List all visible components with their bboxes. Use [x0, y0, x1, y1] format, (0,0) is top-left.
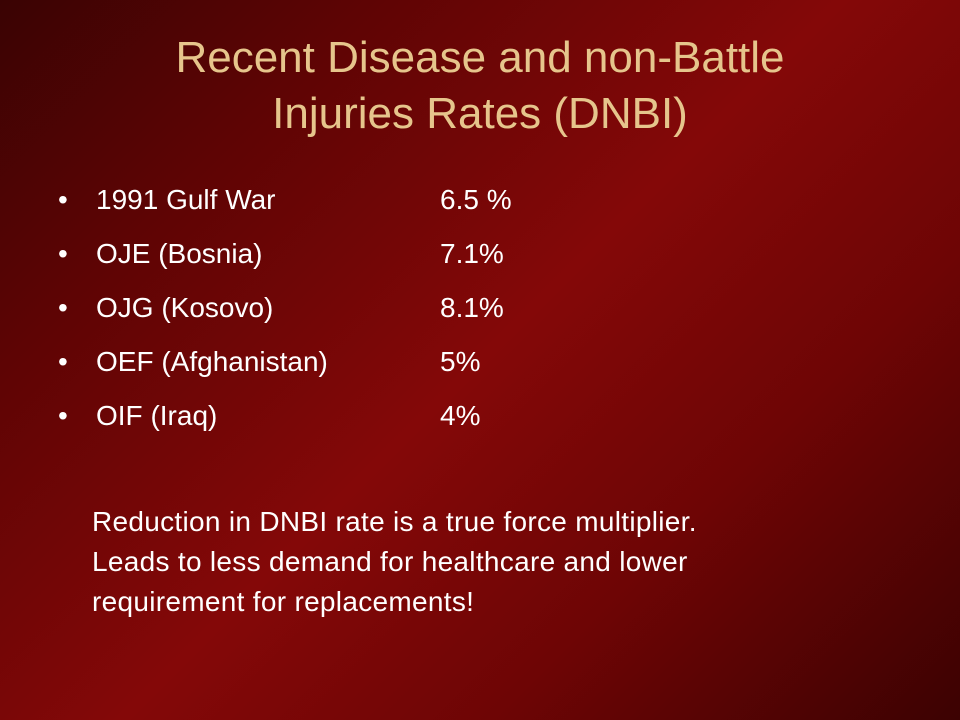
bullet-label: OEF (Afghanistan) — [96, 346, 328, 377]
bullet-list: • 1991 Gulf War 6.5 % • OJE (Bosnia) 7.1… — [58, 176, 858, 446]
bullet-dot: • — [58, 184, 68, 215]
bullet-value: 8.1% — [440, 292, 504, 323]
summary-note-line-2: Leads to less demand for healthcare and … — [92, 546, 688, 577]
bullet-value: 5% — [440, 346, 481, 377]
bullet-item: • OJE (Bosnia) 7.1% — [58, 230, 858, 284]
summary-note-line-3: requirement for replacements! — [92, 586, 475, 617]
bullet-dot: • — [58, 238, 68, 269]
summary-note-line-1: Reduction in DNBI rate is a true force m… — [92, 506, 697, 537]
bullet-label: OJG (Kosovo) — [96, 292, 274, 323]
bullet-dot: • — [58, 292, 68, 323]
bullet-label: OJE (Bosnia) — [96, 238, 263, 269]
bullet-label: OIF (Iraq) — [96, 400, 218, 431]
summary-note: Reduction in DNBI rate is a true force m… — [90, 502, 890, 622]
bullet-item: • OJG (Kosovo) 8.1% — [58, 284, 858, 338]
bullet-dot: • — [58, 400, 68, 431]
slide-title-line-1: Recent Disease and non-Battle — [175, 33, 785, 82]
bullet-item: • OEF (Afghanistan) 5% — [58, 338, 858, 392]
slide-title: Recent Disease and non-Battle Injuries R… — [40, 30, 920, 142]
bullet-value: 6.5 % — [440, 184, 512, 215]
bullet-item: • 1991 Gulf War 6.5 % — [58, 176, 858, 230]
slide-title-line-2: Injuries Rates (DNBI) — [272, 89, 688, 138]
bullet-label: 1991 Gulf War — [96, 184, 276, 215]
bullet-item: • OIF (Iraq) 4% — [58, 392, 858, 446]
bullet-dot: • — [58, 346, 68, 377]
bullet-value: 7.1% — [440, 238, 504, 269]
bullet-value: 4% — [440, 400, 481, 431]
